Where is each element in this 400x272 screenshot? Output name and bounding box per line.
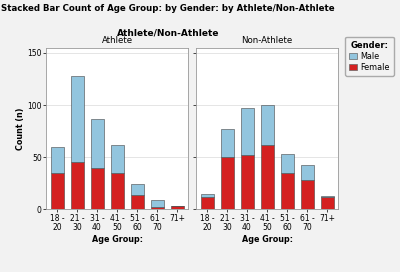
Bar: [150, 200, 164, 207]
Bar: [300, 180, 314, 209]
Bar: [320, 197, 334, 209]
Bar: [150, 207, 164, 209]
Bar: [170, 206, 184, 209]
X-axis label: Age Group:: Age Group:: [92, 235, 142, 244]
Bar: [240, 108, 254, 155]
Bar: [90, 168, 104, 209]
Title: Non-Athlete: Non-Athlete: [241, 36, 293, 45]
Bar: [260, 105, 274, 145]
Bar: [130, 184, 144, 195]
Bar: [110, 145, 124, 173]
Bar: [50, 147, 64, 173]
Bar: [220, 157, 234, 209]
Text: Athlete/Non-Athlete: Athlete/Non-Athlete: [117, 29, 219, 38]
Bar: [200, 194, 214, 197]
Bar: [110, 173, 124, 209]
Bar: [200, 197, 214, 209]
Bar: [90, 119, 104, 168]
Bar: [320, 196, 334, 197]
Text: Stacked Bar Count of Age Group: by Gender: by Athlete/Non-Athlete: Stacked Bar Count of Age Group: by Gende…: [1, 4, 335, 13]
Bar: [280, 154, 294, 173]
X-axis label: Age Group:: Age Group:: [242, 235, 292, 244]
Bar: [260, 145, 274, 209]
Bar: [280, 173, 294, 209]
Bar: [300, 165, 314, 180]
Bar: [220, 129, 234, 157]
Bar: [50, 173, 64, 209]
Y-axis label: Count (n): Count (n): [16, 107, 24, 150]
Bar: [130, 195, 144, 209]
Legend: Male, Female: Male, Female: [345, 37, 394, 76]
Bar: [70, 76, 84, 162]
Bar: [240, 155, 254, 209]
Title: Athlete: Athlete: [102, 36, 132, 45]
Bar: [70, 162, 84, 209]
